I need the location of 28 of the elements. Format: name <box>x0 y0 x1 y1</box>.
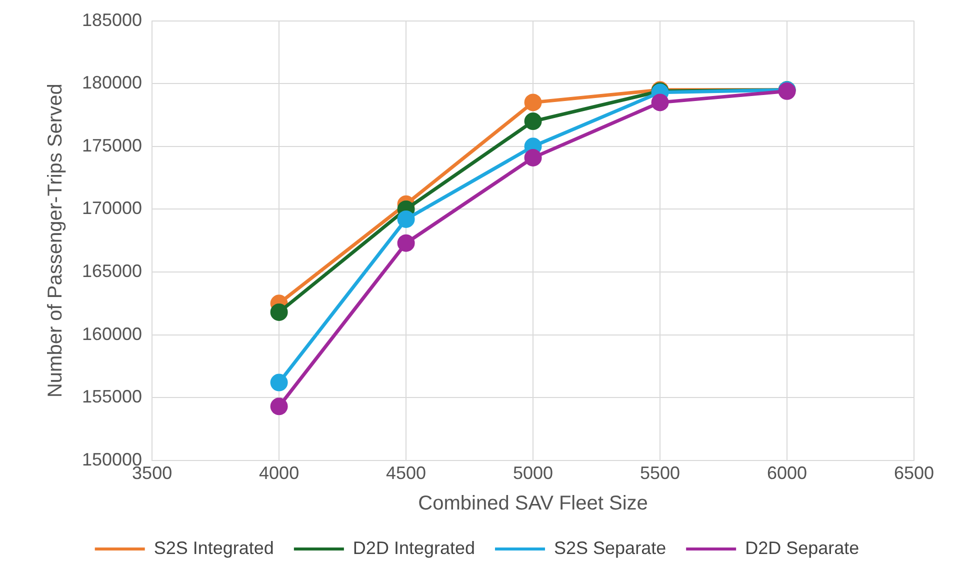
y-tick-label: 175000 <box>82 135 142 156</box>
x-axis-title: Combined SAV Fleet Size <box>418 492 648 515</box>
x-tick-label: 4000 <box>259 463 300 484</box>
legend-label: S2S Integrated <box>154 538 274 558</box>
y-tick-label: 155000 <box>82 386 142 407</box>
y-tick-label: 185000 <box>82 10 142 30</box>
legend-label: S2S Separate <box>554 538 666 558</box>
x-tick-label: 6500 <box>894 463 934 484</box>
point <box>524 112 542 130</box>
point <box>397 234 415 252</box>
y-tick-label: 170000 <box>82 198 142 218</box>
y-axis-title: Number of Passenger-Trips Served <box>44 84 67 398</box>
x-tick-label: 5000 <box>513 463 554 484</box>
point <box>270 303 288 321</box>
point <box>397 210 415 228</box>
point <box>270 374 288 392</box>
y-tick-label: 180000 <box>82 72 142 93</box>
point <box>524 148 542 166</box>
y-tick-label: 165000 <box>82 260 142 281</box>
y-tick-label: 160000 <box>82 324 142 344</box>
legend-label: D2D Separate <box>745 538 860 558</box>
x-tick-label: 4500 <box>386 463 426 484</box>
x-tick-label: 6000 <box>766 463 808 484</box>
x-tick-label: 5500 <box>640 463 680 484</box>
legend-label: D2D Integrated <box>352 538 476 558</box>
point <box>651 94 669 112</box>
point <box>270 398 288 416</box>
point <box>524 94 542 112</box>
